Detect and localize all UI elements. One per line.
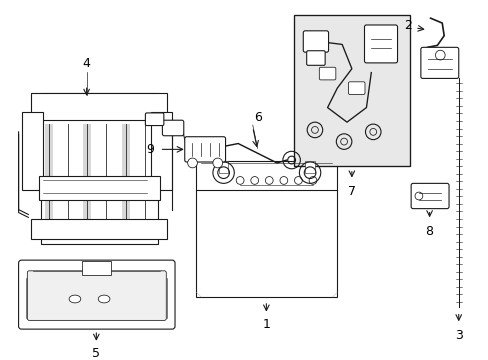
FancyBboxPatch shape: [410, 183, 448, 209]
Bar: [141, 124, 148, 239]
Bar: [64, 124, 72, 239]
Text: 6: 6: [253, 111, 261, 124]
FancyBboxPatch shape: [162, 120, 183, 136]
Bar: [293, 15, 409, 166]
Bar: [31, 93, 167, 120]
Text: 2: 2: [404, 19, 411, 32]
Bar: [21, 112, 43, 190]
Bar: [31, 219, 167, 239]
Bar: [41, 93, 157, 244]
Bar: [150, 112, 172, 190]
Circle shape: [212, 158, 222, 168]
Bar: [81, 261, 111, 275]
FancyBboxPatch shape: [306, 51, 325, 65]
Bar: [39, 176, 160, 200]
FancyBboxPatch shape: [184, 137, 225, 162]
Text: 9: 9: [145, 143, 153, 156]
Text: 7: 7: [347, 185, 355, 198]
Bar: [83, 124, 91, 239]
FancyBboxPatch shape: [319, 67, 335, 80]
Bar: [196, 161, 337, 297]
Text: 8: 8: [425, 225, 433, 238]
Ellipse shape: [69, 295, 81, 303]
Text: 5: 5: [92, 347, 100, 360]
Text: 1: 1: [262, 318, 270, 331]
Bar: [45, 124, 53, 239]
FancyBboxPatch shape: [303, 31, 328, 52]
FancyBboxPatch shape: [27, 271, 166, 320]
Text: 3: 3: [454, 329, 462, 342]
Circle shape: [187, 158, 197, 168]
Ellipse shape: [98, 295, 110, 303]
Text: 4: 4: [82, 57, 90, 70]
Bar: [218, 161, 228, 173]
FancyBboxPatch shape: [19, 260, 175, 329]
Bar: [122, 124, 129, 239]
Bar: [305, 161, 314, 173]
FancyBboxPatch shape: [145, 113, 163, 126]
FancyBboxPatch shape: [364, 25, 397, 63]
FancyBboxPatch shape: [420, 47, 458, 78]
FancyBboxPatch shape: [348, 82, 364, 94]
Bar: [102, 124, 110, 239]
